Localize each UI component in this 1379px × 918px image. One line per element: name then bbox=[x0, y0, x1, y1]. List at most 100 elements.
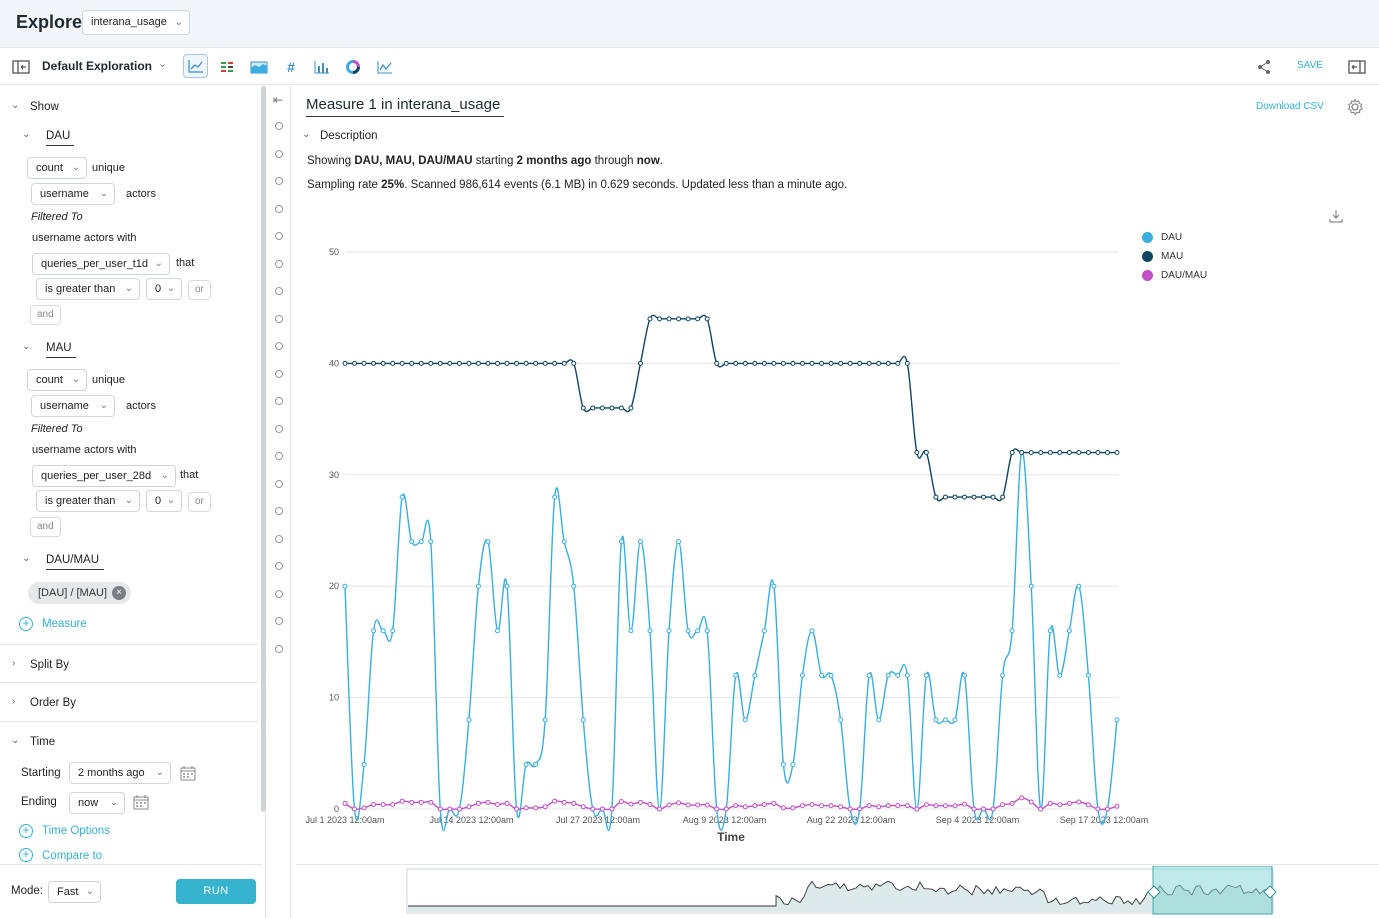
bar-chart-view-button[interactable] bbox=[311, 56, 333, 78]
time-options-link[interactable]: Time Options bbox=[42, 825, 110, 837]
compare-to-link[interactable]: Compare to bbox=[42, 850, 103, 862]
collapse-right-panel-icon[interactable] bbox=[1346, 56, 1368, 78]
history-step[interactable] bbox=[275, 507, 283, 515]
measure-name-dau[interactable]: DAU bbox=[46, 130, 74, 146]
chart-title[interactable]: Measure 1 in interana_usage bbox=[306, 96, 504, 117]
add-measure-icon[interactable]: + bbox=[19, 617, 33, 631]
chevron-down-icon[interactable]: ⌄ bbox=[302, 129, 311, 140]
legend-item[interactable]: MAU bbox=[1142, 251, 1183, 262]
history-step[interactable] bbox=[275, 617, 283, 625]
close-icon[interactable]: × bbox=[112, 586, 127, 600]
table-view-button[interactable] bbox=[216, 56, 238, 78]
chevron-down-icon[interactable]: ⌄ bbox=[11, 100, 20, 111]
time-range-brush[interactable] bbox=[406, 866, 1280, 916]
chevron-right-icon[interactable]: › bbox=[12, 696, 16, 707]
history-step[interactable] bbox=[275, 342, 283, 350]
line-chart[interactable]: 0 10 20 30 40 50 Jul 1 2023 12:00am Jul 14 2023… bbox=[290, 230, 1160, 855]
history-step[interactable] bbox=[275, 122, 283, 130]
history-step[interactable] bbox=[275, 287, 283, 295]
operator-select[interactable]: is greater than ⌄ bbox=[36, 278, 140, 300]
or-button[interactable]: or bbox=[188, 280, 211, 300]
save-button[interactable]: SAVE bbox=[1297, 60, 1323, 71]
history-step[interactable] bbox=[275, 452, 283, 460]
filter-field-select[interactable]: queries_per_user_28d ⌄ bbox=[32, 465, 176, 487]
chevron-down-icon[interactable]: ⌄ bbox=[11, 735, 20, 746]
history-step[interactable] bbox=[275, 259, 283, 268]
data-point-dau bbox=[704, 628, 710, 634]
history-step[interactable] bbox=[275, 424, 283, 433]
history-step[interactable] bbox=[275, 534, 283, 543]
history-step[interactable] bbox=[275, 204, 283, 213]
share-icon[interactable] bbox=[1253, 56, 1275, 78]
time-series-view-button[interactable] bbox=[374, 56, 396, 78]
chevron-down-icon[interactable]: ⌄ bbox=[22, 341, 31, 352]
history-step[interactable] bbox=[275, 479, 283, 488]
actor-select[interactable]: username ⌄ bbox=[31, 183, 115, 205]
show-section-label[interactable]: Show bbox=[30, 101, 59, 113]
starting-select[interactable]: 2 months ago ⌄ bbox=[69, 762, 171, 784]
gear-icon[interactable] bbox=[1346, 98, 1364, 119]
operator-select[interactable]: is greater than ⌄ bbox=[36, 490, 140, 512]
download-csv-link[interactable]: Download CSV bbox=[1256, 101, 1324, 112]
collapse-left-icon[interactable]: ⇤ bbox=[273, 93, 284, 107]
chevron-down-icon[interactable]: ⌄ bbox=[22, 129, 31, 140]
history-step[interactable] bbox=[275, 314, 283, 323]
filter-value-select[interactable]: 0 ⌄ bbox=[146, 490, 182, 512]
history-step[interactable] bbox=[275, 369, 283, 378]
sidebar-scrollbar[interactable] bbox=[261, 86, 266, 812]
download-icon[interactable] bbox=[1329, 209, 1343, 226]
history-step[interactable] bbox=[275, 232, 283, 240]
brush-handle-right[interactable] bbox=[1263, 885, 1277, 899]
mode-select[interactable]: Fast ⌄ bbox=[48, 881, 101, 903]
and-button[interactable]: and bbox=[30, 517, 61, 537]
chevron-right-icon[interactable]: › bbox=[12, 658, 16, 669]
history-step[interactable] bbox=[275, 562, 283, 570]
ending-select[interactable]: now ⌄ bbox=[69, 792, 125, 814]
formula-text: [DAU] / [MAU] bbox=[38, 587, 108, 599]
time-section[interactable]: Time bbox=[30, 736, 56, 748]
aggregation-select[interactable]: count ⌄ bbox=[27, 157, 87, 179]
and-button[interactable]: and bbox=[30, 305, 61, 325]
formula-chip[interactable]: [DAU] / [MAU] × bbox=[28, 582, 132, 604]
aggregation-select[interactable]: count ⌄ bbox=[27, 369, 87, 391]
collapse-panel-icon[interactable] bbox=[10, 56, 32, 78]
filter-value-select[interactable]: 0 ⌄ bbox=[146, 278, 182, 300]
order-by-section[interactable]: Order By bbox=[30, 697, 77, 709]
history-column: ⇤ bbox=[267, 86, 291, 918]
filter-field-select[interactable]: queries_per_user_t1d ⌄ bbox=[32, 253, 170, 275]
legend-item[interactable]: DAU/MAU bbox=[1142, 270, 1207, 281]
brush-handle-left[interactable] bbox=[1147, 885, 1161, 899]
history-step[interactable] bbox=[275, 589, 283, 598]
exploration-name[interactable]: Default Exploration bbox=[42, 59, 153, 73]
run-button[interactable]: RUN bbox=[176, 879, 256, 904]
actor-select[interactable]: username ⌄ bbox=[31, 395, 115, 417]
history-step[interactable] bbox=[275, 397, 283, 405]
add-compare-icon[interactable]: + bbox=[19, 848, 33, 862]
or-button[interactable]: or bbox=[188, 492, 211, 512]
chevron-down-icon[interactable]: ⌄ bbox=[158, 58, 168, 70]
legend-item[interactable]: DAU bbox=[1142, 232, 1182, 243]
chevron-down-icon[interactable]: ⌄ bbox=[22, 553, 31, 564]
series-line-mau bbox=[344, 314, 1117, 502]
number-view-icon[interactable]: # bbox=[287, 59, 295, 75]
data-point-dau-mau bbox=[933, 803, 939, 809]
history-step[interactable] bbox=[275, 177, 283, 185]
data-point-dau-mau bbox=[475, 800, 481, 806]
calendar-icon[interactable] bbox=[180, 765, 196, 784]
donut-chart-view-button[interactable] bbox=[342, 56, 364, 78]
dataset-select[interactable]: interana_usage ⌄ bbox=[82, 10, 190, 35]
history-step[interactable] bbox=[275, 644, 283, 653]
data-point-dau bbox=[1047, 628, 1053, 634]
add-measure-link[interactable]: Measure bbox=[42, 618, 87, 630]
description-toggle[interactable]: Description bbox=[320, 130, 378, 142]
measure-name-ratio[interactable]: DAU/MAU bbox=[46, 554, 104, 570]
history-step[interactable] bbox=[275, 149, 283, 158]
line-chart-view-button[interactable] bbox=[183, 54, 208, 78]
data-point-mau bbox=[418, 360, 424, 366]
measure-name-mau[interactable]: MAU bbox=[46, 342, 76, 358]
brush-selection[interactable] bbox=[1152, 866, 1273, 915]
add-time-options-icon[interactable]: + bbox=[19, 824, 33, 838]
split-by-section[interactable]: Split By bbox=[30, 659, 69, 671]
stacked-area-view-button[interactable] bbox=[248, 56, 270, 78]
calendar-icon[interactable] bbox=[133, 794, 149, 813]
